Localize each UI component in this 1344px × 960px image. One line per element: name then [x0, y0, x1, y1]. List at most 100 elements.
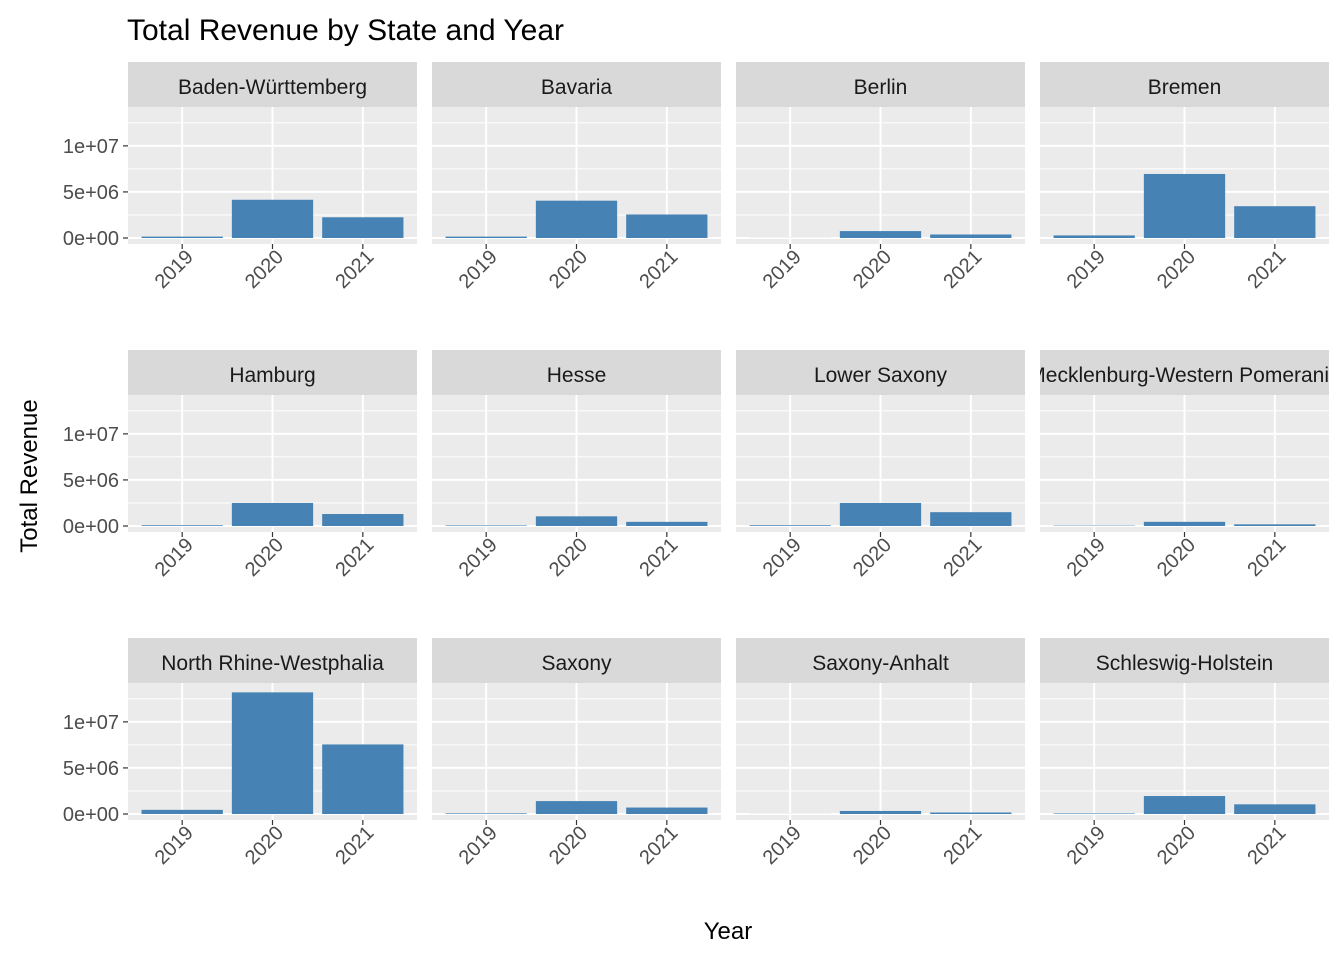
- facet-strip: [128, 62, 417, 107]
- x-tick-label: 2021: [331, 246, 378, 293]
- bar-2021: [1234, 524, 1316, 526]
- x-tick-label: 2021: [939, 822, 986, 869]
- bar-2020: [231, 502, 314, 526]
- facet-strip: [128, 638, 417, 683]
- facet-strip: [1040, 62, 1329, 107]
- facet-panel: Schleswig-Holstein 2019 2020 2021: [1040, 638, 1329, 869]
- facet-strip-label: Berlin: [854, 76, 908, 99]
- x-tick-label: 2021: [635, 534, 682, 581]
- x-tick-label: 2019: [759, 246, 806, 293]
- x-tick-label: 2021: [635, 246, 682, 293]
- bar-2019: [445, 236, 527, 238]
- bar-2020: [839, 502, 922, 526]
- bar-2019: [141, 236, 223, 238]
- bar-2020: [535, 801, 618, 814]
- y-tick-label: 0e+00: [63, 804, 119, 826]
- facet-panel: Berlin 2019 2020 2021: [736, 62, 1025, 293]
- x-tick-label: 2020: [545, 822, 592, 869]
- facet-strip: [736, 638, 1025, 683]
- bar-2021: [1234, 206, 1316, 238]
- x-axis-title: Year: [704, 918, 753, 945]
- x-tick-label: 2019: [455, 534, 502, 581]
- x-tick-label: 2019: [759, 822, 806, 869]
- bar-2019: [445, 525, 527, 526]
- facet-panel: Bremen 2019 2020 2021: [1040, 62, 1329, 293]
- facet-strip-label: Lower Saxony: [814, 364, 948, 387]
- x-tick-label: 2021: [939, 246, 986, 293]
- bar-2021: [930, 512, 1012, 526]
- facet-strip-label: Bremen: [1148, 76, 1222, 99]
- x-tick-label: 2020: [1153, 534, 1200, 581]
- x-tick-label: 2019: [1063, 246, 1110, 293]
- facet-panel: Saxony-Anhalt 2019 2020 2021: [736, 638, 1025, 869]
- facet-strip-label: North Rhine-Westphalia: [161, 652, 384, 675]
- bar-2020: [535, 200, 618, 238]
- bar-2019: [141, 525, 223, 526]
- y-tick-label: 1e+07: [63, 712, 119, 734]
- x-tick-label: 2019: [1063, 534, 1110, 581]
- facet-panel: Saxony 2019 2020 2021: [432, 638, 721, 869]
- y-tick-label: 1e+07: [63, 136, 119, 158]
- x-tick-label: 2019: [759, 534, 806, 581]
- bar-2019: [141, 809, 223, 814]
- x-tick-label: 2021: [1243, 534, 1290, 581]
- y-tick-label: 5e+06: [63, 470, 119, 492]
- x-tick-label: 2020: [545, 534, 592, 581]
- facet-panel: Bavaria 2019 2020 2021: [432, 62, 721, 293]
- facet-grid: Baden-Württemberg 2019 2020 2021 0e+00 5e+06 1…: [63, 62, 1341, 869]
- x-tick-label: 2021: [331, 534, 378, 581]
- facet-panel: Hesse 2019 2020 2021: [432, 350, 721, 581]
- x-tick-label: 2020: [241, 822, 288, 869]
- facet-strip-label: Hesse: [547, 364, 607, 387]
- facet-strip: [1040, 350, 1329, 395]
- facet-strip-label: Saxony-Anhalt: [812, 652, 949, 675]
- x-tick-label: 2019: [1063, 822, 1110, 869]
- x-tick-label: 2019: [151, 246, 198, 293]
- facet-panel: Mecklenburg-Western Pomerania 2019 2020 202…: [1028, 350, 1341, 581]
- x-tick-label: 2020: [849, 246, 896, 293]
- facet-strip: [432, 638, 721, 683]
- y-axis-title: Total Revenue: [16, 399, 43, 552]
- x-tick-label: 2020: [849, 822, 896, 869]
- x-tick-label: 2020: [545, 246, 592, 293]
- x-tick-label: 2019: [151, 822, 198, 869]
- x-tick-label: 2020: [1153, 246, 1200, 293]
- x-tick-label: 2019: [151, 534, 198, 581]
- bar-2020: [1143, 521, 1226, 526]
- x-tick-label: 2020: [849, 534, 896, 581]
- x-tick-label: 2020: [241, 246, 288, 293]
- facet-panel: Hamburg 2019 2020 2021 0e+00 5e+06 1e+07: [63, 350, 417, 581]
- x-tick-label: 2021: [1243, 246, 1290, 293]
- bar-2021: [626, 214, 708, 238]
- chart-title: Total Revenue by State and Year: [127, 14, 564, 47]
- bar-2020: [231, 692, 314, 814]
- facet-panel: North Rhine-Westphalia 2019 2020 2021 0e+00 5…: [63, 638, 417, 869]
- facet-strip: [736, 62, 1025, 107]
- y-tick-label: 5e+06: [63, 758, 119, 780]
- facet-strip-label: Bavaria: [541, 76, 613, 99]
- facet-strip-label: Baden-Württemberg: [178, 76, 367, 99]
- bar-2021: [626, 807, 708, 814]
- bar-2020: [839, 810, 922, 814]
- bar-2021: [930, 234, 1012, 238]
- bar-2021: [322, 514, 404, 526]
- y-tick-label: 1e+07: [63, 424, 119, 446]
- y-tick-label: 0e+00: [63, 228, 119, 250]
- bar-2020: [1143, 796, 1226, 814]
- x-tick-label: 2021: [939, 534, 986, 581]
- facet-panel: Lower Saxony 2019 2020 2021: [736, 350, 1025, 581]
- facet-panel: Baden-Württemberg 2019 2020 2021 0e+00 5e+06 1…: [63, 62, 417, 293]
- x-tick-label: 2020: [241, 534, 288, 581]
- facet-strip-label: Mecklenburg-Western Pomerania: [1028, 364, 1341, 387]
- bar-2019: [749, 525, 831, 526]
- bar-2021: [1234, 804, 1316, 814]
- x-tick-label: 2020: [1153, 822, 1200, 869]
- bar-2019: [1053, 235, 1135, 238]
- x-tick-label: 2021: [635, 822, 682, 869]
- bar-2020: [1143, 173, 1226, 238]
- facet-strip-label: Hamburg: [229, 364, 315, 387]
- facet-strip-label: Schleswig-Holstein: [1096, 652, 1273, 675]
- bar-2021: [626, 521, 708, 526]
- facet-strip: [736, 350, 1025, 395]
